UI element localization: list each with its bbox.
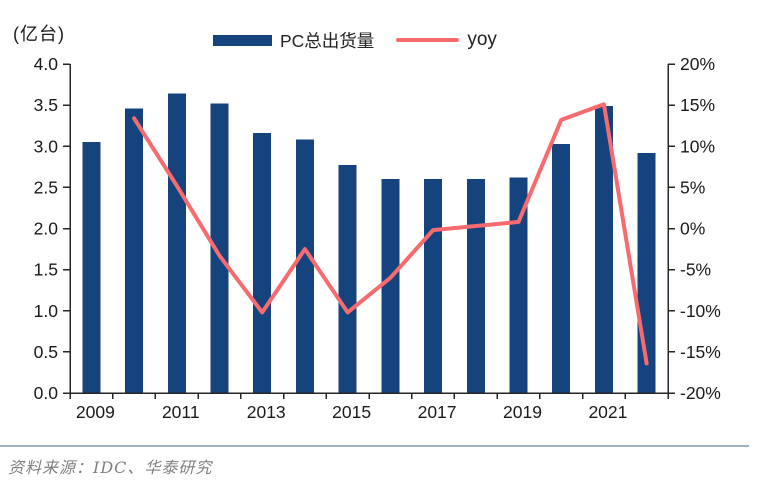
left-axis-tick-label: 1.5 (34, 260, 58, 280)
left-axis-tick-label: 3.5 (34, 95, 58, 115)
left-axis-tick-label: 1.0 (34, 301, 59, 321)
legend: PC总出货量 yoy (213, 29, 497, 51)
right-axis-tick-label: -20% (680, 383, 721, 403)
right-axis-tick-label: -10% (680, 301, 721, 321)
left-axis-tick-label: 3.0 (34, 136, 59, 156)
bar (210, 103, 229, 393)
x-axis-tick-label: 2021 (588, 402, 627, 422)
x-axis-tick-label: 2019 (503, 402, 542, 422)
bar (466, 179, 485, 393)
yoy-line (132, 102, 649, 366)
bar (594, 105, 613, 393)
x-axis-tick-label: 2015 (332, 402, 371, 422)
legend-bar-swatch-icon (213, 34, 272, 46)
bar (552, 143, 571, 393)
x-axis-tick-label: 2013 (247, 402, 286, 422)
bar (253, 133, 272, 393)
left-axis-tick-label: 2.5 (34, 177, 58, 197)
footer-divider (0, 445, 749, 447)
legend-bar-series-label: PC总出货量 (280, 30, 375, 51)
left-axis-tick-label: 4.0 (34, 54, 59, 74)
x-axis-tick-label: 2011 (162, 402, 200, 422)
bar (82, 142, 101, 393)
bar (424, 179, 443, 393)
right-axis-tick-label: 10% (680, 136, 715, 156)
bar (295, 139, 314, 393)
right-axis-tick-label: -15% (680, 342, 721, 362)
bar (338, 165, 357, 393)
right-axis-tick-label: 0% (680, 219, 705, 239)
left-axis-unit-label: (亿台) (13, 24, 65, 44)
left-axis-tick-label: 0.5 (34, 342, 58, 362)
bar (381, 179, 400, 393)
right-axis-tick-label: 15% (680, 95, 715, 115)
x-axis-tick-label: 2009 (76, 402, 115, 422)
bar (509, 177, 528, 393)
chart-canvas: 4.0 3.5 3.0 2.5 2.0 1.5 1.0 0.5 0.0 20% 15% 10% 5% 0%… (34, 54, 721, 422)
right-axis-tick-label: 5% (680, 177, 705, 197)
source-note: 资料来源：IDC、华泰研究 (8, 458, 213, 477)
right-axis-tick-label: -5% (680, 260, 711, 280)
left-axis-tick-label: 2.0 (34, 219, 59, 239)
left-axis-tick-label: 0.0 (34, 383, 59, 403)
legend-line-series-label: yoy (467, 29, 497, 50)
legend-line-swatch-icon (396, 38, 460, 42)
bar (125, 108, 144, 393)
x-axis-tick-label: 2017 (418, 402, 457, 422)
bar (167, 93, 186, 394)
right-axis-tick-label: 20% (680, 54, 715, 74)
